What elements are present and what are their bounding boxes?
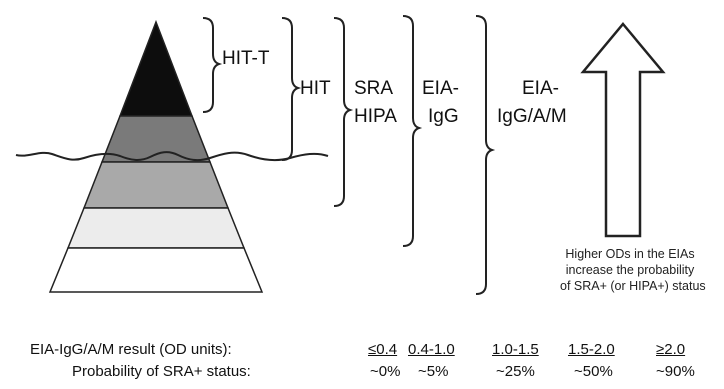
arrow-note-line-3: of SRA+ (or HIPA+) status [560, 279, 706, 293]
diagram-canvas [15, 15, 666, 295]
label-eia-iggam-1: EIA- [522, 78, 559, 99]
od-label: EIA-IgG/A/M result (OD units): [30, 341, 232, 358]
bracket-hit-t [202, 17, 223, 113]
table-row-probability: Probability of SRA+ status: ~0% ~5% ~25%… [0, 362, 724, 382]
probability-value: ~5% [418, 363, 449, 380]
pyramid-band-hit-t [118, 19, 194, 117]
od-range: ≤0.4 [368, 341, 398, 358]
label-hit-t: HIT-T [222, 48, 270, 69]
od-range: 1.5-2.0 [568, 341, 615, 358]
bracket-hit [281, 17, 302, 161]
label-eia-iggam-2: IgG/A/M [497, 106, 567, 127]
probability-value: ~50% [574, 363, 613, 380]
probability-value: ~0% [370, 363, 401, 380]
label-eia-igg-1: EIA- [422, 78, 459, 99]
pyramid-band-3 [82, 161, 230, 209]
label-sra: SRA [354, 78, 394, 99]
arrow-note-line-1: Higher ODs in the EIAs [565, 247, 695, 261]
pyramid-band-4 [66, 207, 246, 249]
bracket-sra-hipa [333, 17, 354, 207]
bracket-eia-igg [402, 15, 423, 247]
bracket-eia-iggam [475, 15, 496, 295]
probability-value: ~25% [496, 363, 535, 380]
table-row-od: EIA-IgG/A/M result (OD units): ≤0.4 0.4-… [0, 340, 724, 360]
od-range: ≥2.0 [656, 341, 686, 358]
waterline [15, 151, 329, 162]
od-range: 1.0-1.5 [492, 341, 539, 358]
od-range: 0.4-1.0 [408, 341, 455, 358]
up-arrow-icon [580, 22, 666, 238]
pyramid-band-5 [48, 247, 264, 293]
label-eia-igg-2: IgG [428, 106, 459, 127]
probability-label: Probability of SRA+ status: [72, 363, 251, 380]
probability-value: ~90% [656, 363, 695, 380]
label-hit: HIT [300, 78, 331, 99]
label-hipa: HIPA [354, 106, 397, 127]
arrow-note-line-2: increase the probability [565, 263, 695, 277]
